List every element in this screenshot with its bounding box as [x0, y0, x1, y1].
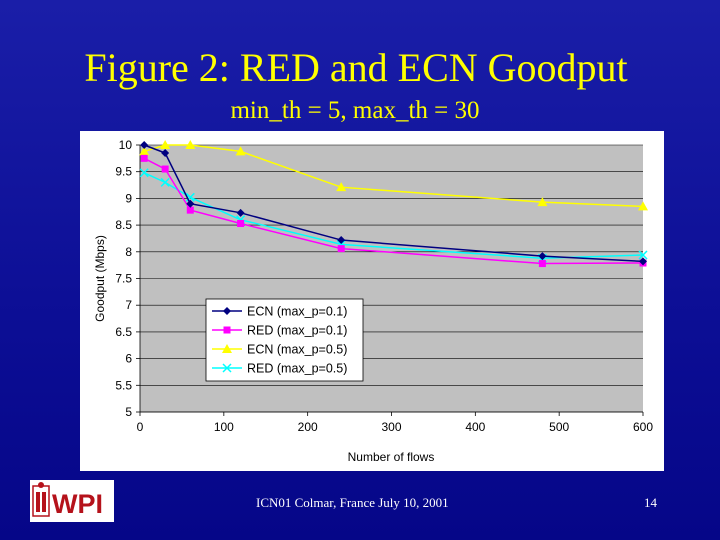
- legend-marker: [222, 363, 232, 373]
- y-tick-label: 8.5: [115, 218, 132, 232]
- goodput-chart: 5 5.5 6 6.5 7 7.5 8 8.5 9 9.5 10 0 100 200 300 400 500 6…: [93, 138, 653, 464]
- x-axis-label: Number of flows: [348, 450, 435, 464]
- x-tick-label: 500: [549, 420, 569, 434]
- legend-label: RED (max_p=0.1): [247, 324, 347, 338]
- x-tick-label: 200: [298, 420, 318, 434]
- wpi-logo: WPI: [30, 480, 114, 522]
- data-point: [538, 260, 546, 268]
- x-tick-label: 100: [214, 420, 234, 434]
- data-point: [337, 245, 345, 253]
- legend-label: ECN (max_p=0.5): [247, 343, 347, 357]
- data-point: [186, 206, 194, 214]
- y-tick-label: 7: [125, 298, 132, 312]
- legend-label: ECN (max_p=0.1): [247, 305, 347, 319]
- data-point: [336, 182, 347, 192]
- data-point: [237, 219, 245, 227]
- data-point: [337, 236, 346, 245]
- legend-item: ECN (max_p=0.1): [212, 305, 347, 319]
- y-tick-label: 5: [125, 405, 132, 419]
- legend-item: RED (max_p=0.1): [212, 324, 347, 338]
- legend-marker: [222, 344, 232, 353]
- x-tick-label: 300: [381, 420, 401, 434]
- y-tick-label: 10: [119, 138, 133, 152]
- slide-title: Figure 2: RED and ECN Goodput: [84, 45, 628, 90]
- legend-marker: [223, 307, 231, 315]
- chart-legend: ECN (max_p=0.1) RED (max_p=0.1) ECN (max_p…: [205, 298, 364, 382]
- x-tick-label: 0: [137, 420, 144, 434]
- data-point: [139, 146, 150, 156]
- y-tick-label: 8: [125, 245, 132, 259]
- x-tick-label: 600: [633, 420, 653, 434]
- data-point: [639, 257, 647, 266]
- data-point: [139, 168, 149, 178]
- y-tick-label: 5.5: [115, 378, 132, 392]
- data-point: [161, 149, 170, 158]
- page-number: 14: [644, 495, 657, 510]
- logo-text: WPI: [52, 489, 103, 519]
- y-axis-label: Goodput (Mbps): [93, 235, 107, 322]
- series-2: [139, 140, 648, 211]
- slide-subtitle: min_th = 5, max_th = 30: [230, 97, 480, 124]
- data-point: [186, 199, 195, 208]
- y-tick-label: 6: [125, 352, 132, 366]
- y-tick-label: 9.5: [115, 165, 132, 179]
- data-point: [140, 154, 148, 162]
- data-point: [537, 197, 548, 207]
- data-point: [161, 165, 169, 173]
- data-point: [160, 177, 170, 187]
- data-point: [140, 141, 149, 149]
- y-tick-label: 9: [125, 191, 132, 205]
- chart-panel: 5 5.5 6 6.5 7 7.5 8 8.5 9 9.5 10 0 100 200 300 400 500 6…: [80, 131, 664, 471]
- data-point: [185, 140, 196, 149]
- data-point: [638, 201, 648, 211]
- footer-text: ICN01 Colmar, France July 10, 2001: [256, 495, 449, 510]
- legend-marker: [223, 326, 231, 334]
- legend-item: RED (max_p=0.5): [212, 362, 347, 376]
- data-point: [538, 252, 547, 261]
- seal-icon: [32, 482, 50, 517]
- legend-item: ECN (max_p=0.5): [212, 343, 347, 357]
- y-tick-label: 6.5: [115, 325, 132, 339]
- data-point: [638, 250, 648, 260]
- x-tick-label: 400: [465, 420, 485, 434]
- data-point: [235, 146, 246, 156]
- data-point: [160, 140, 171, 149]
- data-point: [236, 208, 245, 217]
- y-tick-label: 7.5: [115, 272, 132, 286]
- legend-label: RED (max_p=0.5): [247, 362, 347, 376]
- series-0: [140, 141, 647, 266]
